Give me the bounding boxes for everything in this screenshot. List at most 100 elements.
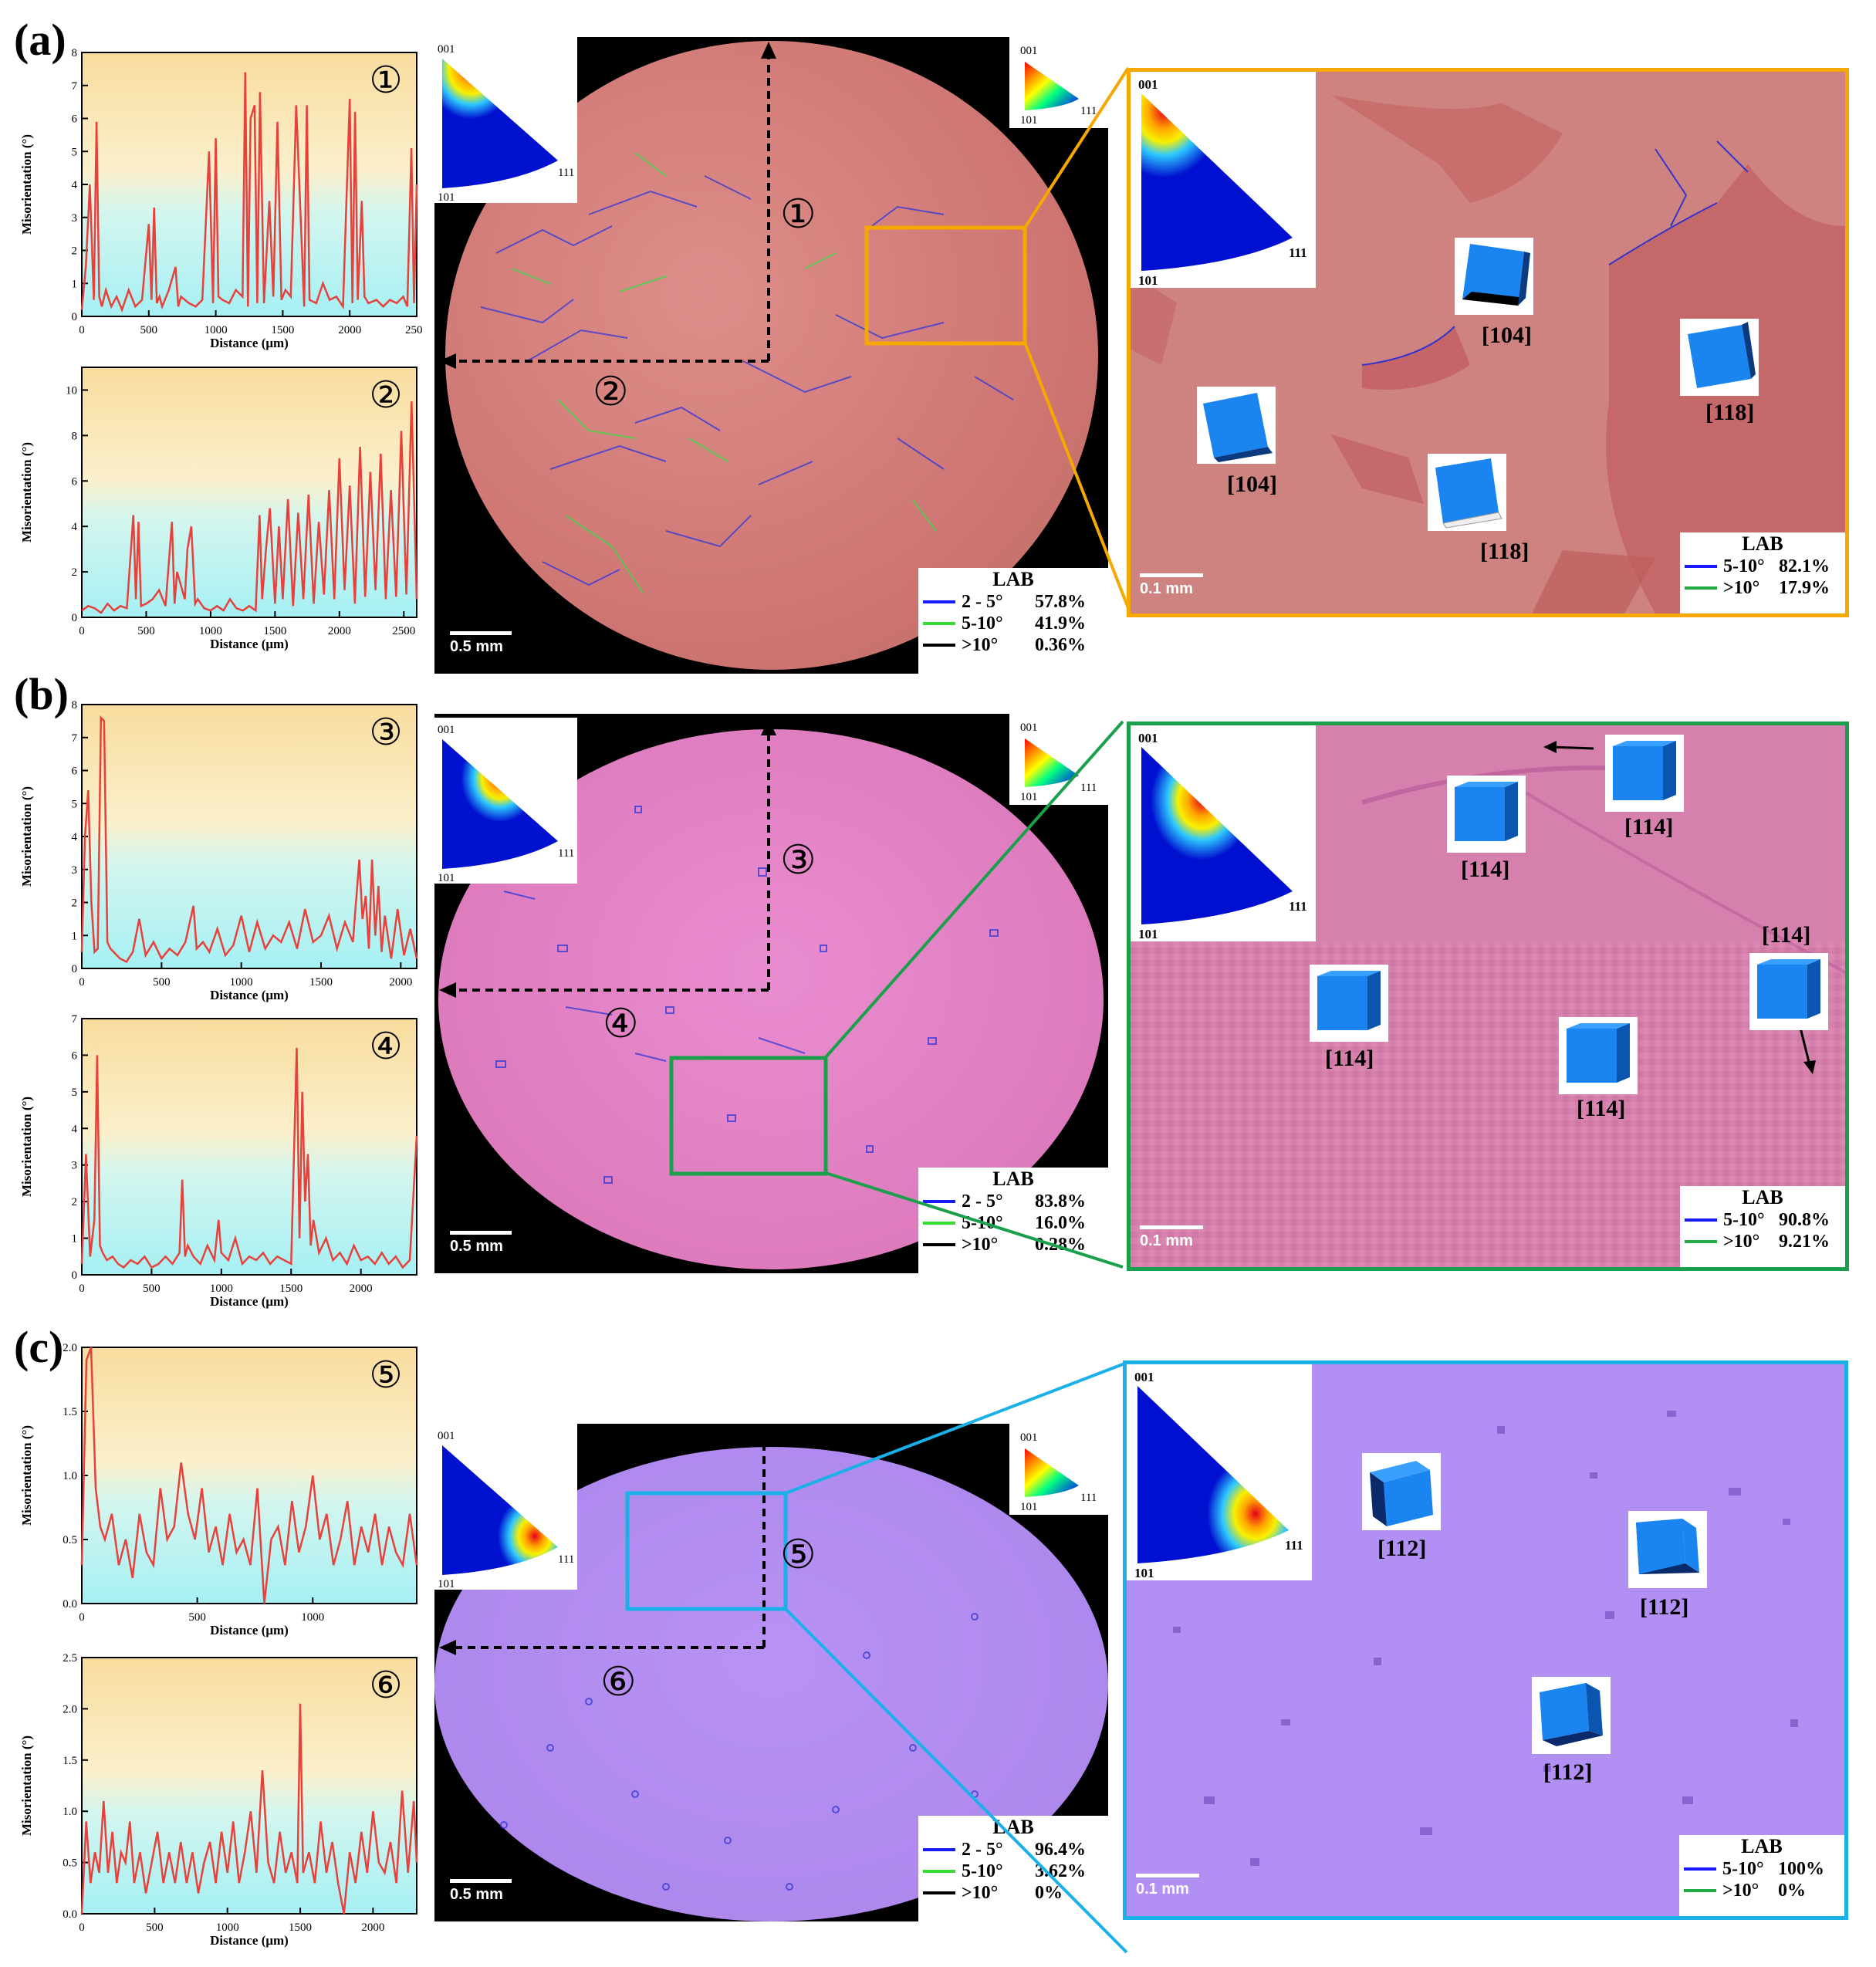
chart-marker: ⑤ xyxy=(369,1354,402,1397)
y-tick-label: 5 xyxy=(72,146,78,158)
crystal-cube-a2 xyxy=(1680,319,1759,396)
y-tick-label: 0.0 xyxy=(63,1598,77,1610)
svg-text:111: 111 xyxy=(1289,245,1307,260)
misorientation-chart-4: 0 500 1000 1500 2000 0 1 2 3 4 5 6 7 Distance (μm) Mis… xyxy=(19,1013,418,1309)
x-tick-label: 0 xyxy=(79,324,85,336)
y-tick-label: 6 xyxy=(72,1049,78,1062)
x-tick-label: 500 xyxy=(143,1283,161,1295)
misorientation-line xyxy=(80,72,418,313)
y-tick-label: 5 xyxy=(72,798,78,810)
misorientation-chart-3: 0 500 1000 1500 2000 0 1 2 3 4 5 6 7 8 Distance (μm) Mi… xyxy=(19,699,418,1002)
x-tick-label: 500 xyxy=(137,625,155,637)
zoom-map-c: 001 101 111 [112] [112] [112] 0.1 mm LAB… xyxy=(1123,1360,1848,1920)
crystal-cube-c2 xyxy=(1628,1511,1707,1588)
x-tick-label: 500 xyxy=(188,1611,206,1624)
crystal-cube-b1 xyxy=(1447,776,1526,853)
lab-legend-a: LAB 2 - 5° 57.8% 5-10° 41.9% >10° 0.36% xyxy=(918,568,1108,674)
zoom-connector-a xyxy=(1023,66,1130,609)
panel-label-a: (a) xyxy=(14,15,66,65)
y-tick-label: 2.0 xyxy=(63,1342,77,1354)
crystal-cube-c3 xyxy=(1532,1677,1611,1754)
line-marker-2: ② xyxy=(593,369,629,415)
misorientation-line xyxy=(80,1047,418,1269)
ipf-key-111: 111 xyxy=(1080,105,1097,117)
x-tick-label: 500 xyxy=(140,324,158,336)
boundary-texture xyxy=(480,152,1014,593)
y-tick-label: 1.5 xyxy=(63,1755,77,1767)
x-tick-label: 0 xyxy=(79,1611,85,1624)
y-axis-label: Misorientation (°) xyxy=(19,1097,34,1197)
zoom-map-a: 001 101 111 [104] [118] [104] [118] 0.1 … xyxy=(1127,68,1849,617)
x-tick-label: 1000 xyxy=(210,1283,233,1295)
chart-marker: ① xyxy=(369,59,402,102)
line-marker-6: ⑥ xyxy=(600,1659,637,1705)
y-tick-label: 8 xyxy=(72,47,78,59)
zoom-connector-c xyxy=(784,1361,1128,1954)
x-tick-label: 2000 xyxy=(389,976,412,989)
ipf-zoom-b: 001 101 111 xyxy=(1131,725,1316,941)
x-tick-label: 500 xyxy=(146,1921,164,1934)
x-tick-label: 1500 xyxy=(309,976,333,989)
line-marker-1: ① xyxy=(780,191,816,238)
y-tick-label: 3 xyxy=(72,864,78,877)
plot-area xyxy=(81,704,417,969)
line-scan-arrows xyxy=(439,42,1027,369)
ipf-triangle-b: 001 101 111 xyxy=(434,718,577,884)
y-tick-label: 3 xyxy=(72,212,78,225)
svg-text:101: 101 xyxy=(1020,791,1038,803)
y-tick-label: 1 xyxy=(72,1233,78,1245)
y-tick-label: 1.0 xyxy=(63,1806,77,1818)
svg-text:001: 001 xyxy=(1138,731,1158,745)
x-tick-label: 2500 xyxy=(405,324,423,336)
y-tick-label: 6 xyxy=(72,113,78,126)
x-tick-label: 500 xyxy=(153,976,171,989)
x-tick-label: 1000 xyxy=(230,976,253,989)
zoom-connector-b xyxy=(824,720,1124,1269)
panel-label-b: (b) xyxy=(14,669,69,719)
scale-bar-b: 0.5 mm xyxy=(450,1231,512,1256)
crystal-cube-b3 xyxy=(1310,965,1388,1042)
crystal-cube-a1 xyxy=(1455,238,1533,315)
ebsd-map-b: ③ ④ 001 101 111 001 101 111 0.5 mm LAB 2… xyxy=(434,714,1108,1273)
y-tick-label: 0 xyxy=(72,963,78,975)
x-tick-label: 1500 xyxy=(279,1283,303,1295)
y-tick-label: 2 xyxy=(72,245,78,258)
y-tick-label: 1.0 xyxy=(63,1470,77,1482)
ipf-001-label: 001 xyxy=(438,43,455,56)
x-tick-label: 1000 xyxy=(301,1611,324,1624)
cube-label-c2: [112] xyxy=(1640,1594,1689,1620)
x-tick-label: 0 xyxy=(79,1283,85,1295)
misorientation-line xyxy=(80,1703,418,1915)
crystal-cube-b4 xyxy=(1559,1017,1638,1094)
x-tick-label: 1500 xyxy=(289,1921,312,1934)
misorientation-line xyxy=(80,715,418,964)
y-tick-label: 1 xyxy=(72,278,78,290)
line-scan-arrows-c xyxy=(439,1428,788,1655)
cube-label-b5: [114] xyxy=(1762,922,1811,948)
x-tick-label: 2000 xyxy=(350,1283,373,1295)
y-tick-label: 2 xyxy=(72,566,78,579)
y-tick-label: 5 xyxy=(72,1087,78,1099)
svg-text:001: 001 xyxy=(438,1430,455,1442)
scale-bar-zoom-b: 0.1 mm xyxy=(1140,1225,1203,1250)
zoom-texture-c xyxy=(1173,1411,1798,1866)
lab-legend-zoom-a: LAB 5-10° 82.1% >10° 17.9% xyxy=(1680,532,1845,613)
y-axis-label: Misorientation (°) xyxy=(19,1735,34,1836)
y-tick-label: 4 xyxy=(72,179,78,191)
chart-marker: ⑥ xyxy=(369,1664,402,1707)
x-tick-label: 2000 xyxy=(338,324,361,336)
x-tick-label: 2000 xyxy=(328,625,351,637)
y-tick-label: 7 xyxy=(72,80,78,93)
ipf-101-label: 101 xyxy=(438,191,455,203)
svg-text:101: 101 xyxy=(1138,273,1158,288)
ipf-key-001: 001 xyxy=(1020,45,1038,57)
misorientation-chart-6: 0 500 1000 1500 2000 0.0 0.5 1.0 1.5 2.0 2.5 Distan… xyxy=(19,1652,418,1948)
x-tick-label: 2500 xyxy=(392,625,415,637)
y-tick-label: 2 xyxy=(72,897,78,910)
y-tick-label: 1 xyxy=(72,930,78,942)
x-tick-label: 0 xyxy=(79,1921,85,1934)
svg-text:101: 101 xyxy=(1134,1566,1154,1580)
svg-text:101: 101 xyxy=(438,1578,455,1590)
ipf-key-a: 001 101 111 xyxy=(1009,37,1108,128)
y-axis-label: Misorientation (°) xyxy=(19,786,34,887)
